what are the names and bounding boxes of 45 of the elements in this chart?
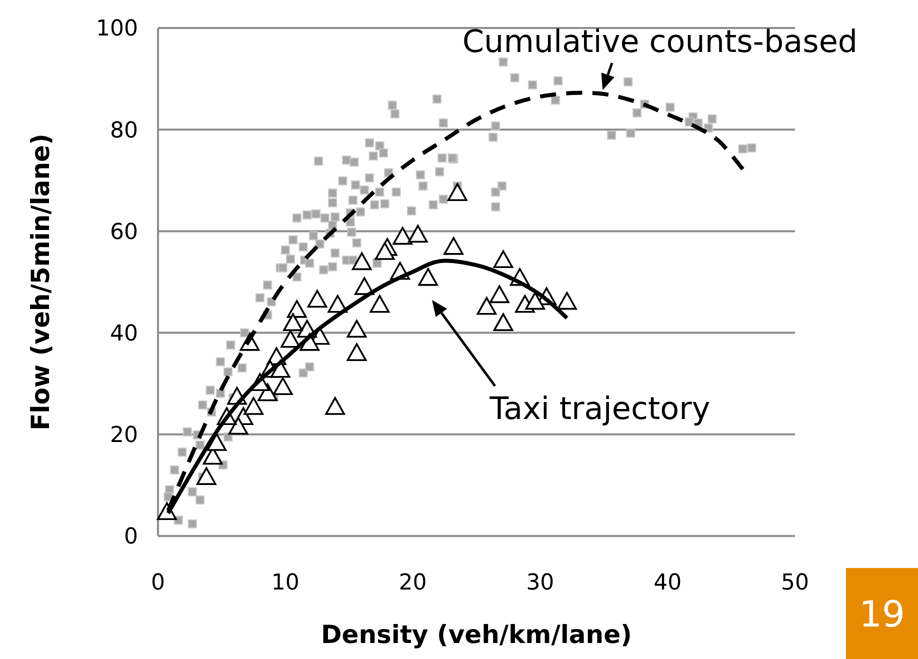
point (447, 183, 468, 201)
point (444, 237, 464, 255)
point (354, 277, 374, 295)
point (346, 343, 367, 362)
point (244, 397, 264, 415)
point (490, 285, 510, 304)
y-tick-label: 100 (96, 16, 138, 42)
y-tick-label: 80 (110, 118, 138, 144)
point (370, 294, 390, 313)
point (280, 330, 300, 348)
x-tick-label: 0 (151, 570, 165, 596)
text: 19 (859, 594, 905, 636)
point (286, 300, 307, 318)
annotation: Taxi trajectory (488, 390, 710, 427)
x-tick-label: 40 (654, 570, 682, 596)
point (206, 433, 227, 451)
x-tick-label: 50 (781, 570, 809, 596)
y-axis-title: Flow (veh/5min/lane) (26, 134, 55, 430)
point (557, 292, 577, 310)
point (525, 292, 546, 310)
point (476, 296, 497, 315)
y-tick-label: 40 (110, 322, 138, 346)
y-tick-label: 60 (110, 220, 138, 245)
point (493, 250, 514, 268)
x-axis-title: Density (veh/km/lane) (321, 620, 632, 649)
point (392, 226, 413, 245)
point (418, 268, 438, 286)
point (196, 467, 216, 485)
x-tick-label: 20 (398, 570, 427, 596)
point (228, 416, 248, 435)
point (346, 320, 367, 338)
x-tick-label: 30 (526, 570, 554, 596)
point (493, 313, 514, 332)
point (272, 377, 293, 396)
x-tick-label: 10 (271, 570, 300, 596)
y-tick-label: 0 (124, 524, 138, 550)
y-tick-label: 20 (110, 423, 138, 448)
point (325, 397, 345, 415)
annotation: Cumulative counts-based (462, 24, 858, 60)
point (283, 313, 303, 332)
point (374, 242, 395, 260)
point (408, 224, 428, 243)
point (352, 252, 372, 270)
point (307, 290, 328, 308)
point (328, 294, 348, 313)
